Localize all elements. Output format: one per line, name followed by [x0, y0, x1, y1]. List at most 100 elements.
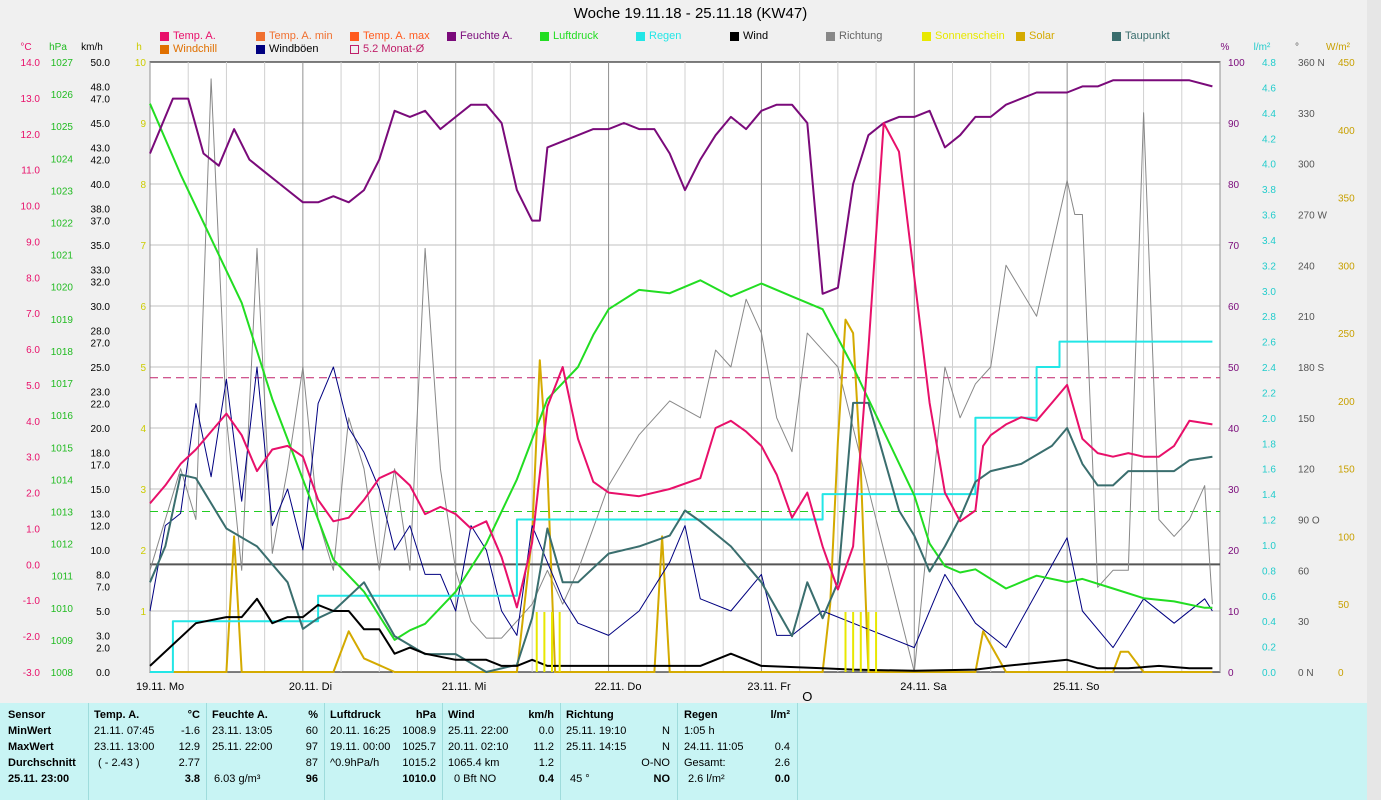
- unit-label: h: [136, 42, 142, 53]
- tick-kmh: 50.0: [91, 58, 111, 69]
- vertical-scrollbar[interactable]: [1367, 0, 1381, 800]
- tick-pct: 30: [1228, 485, 1240, 496]
- temp-header: Temp. A.: [94, 709, 140, 721]
- label-now: 25.11. 23:00: [8, 773, 70, 785]
- legend-label: Windchill: [173, 43, 218, 55]
- tick-wm2: 400: [1338, 126, 1355, 137]
- legend-swatch: [922, 31, 931, 41]
- luft-min-time: 20.11. 16:25: [330, 725, 391, 737]
- x-tick-label: 22.11. Do: [595, 681, 642, 693]
- legend-swatch: [447, 31, 456, 41]
- tick-temp: 6.0: [26, 345, 40, 356]
- tick-pct: 100: [1228, 58, 1245, 69]
- unit-label: %: [1221, 42, 1230, 53]
- label-sensor: Sensor: [8, 709, 46, 721]
- tick-kmh: 47.0: [91, 95, 111, 106]
- legend-item-taupunkt: Taupunkt: [1112, 30, 1170, 42]
- feuchte-max-time: 25.11. 22:00: [212, 741, 273, 753]
- series-temp: [149, 122, 1213, 609]
- feuchte-now-extra: 6.03 g/m³: [214, 773, 261, 785]
- wind-max-time: 20.11. 02:10: [448, 741, 509, 753]
- legend-item-temp: Temp. A.: [160, 30, 216, 42]
- label-max: MaxWert: [8, 741, 54, 753]
- series-solar: [150, 318, 1213, 673]
- tick-wm2: 250: [1338, 329, 1355, 340]
- col-wind: Wind km/h 25.11. 22:00 0.0 20.11. 02:10 11.…: [448, 709, 554, 789]
- tick-lm2: 1.8: [1262, 439, 1276, 450]
- tick-hpa: 1019: [51, 315, 74, 326]
- tick-pct: 20: [1228, 546, 1240, 557]
- series-feuchte: [149, 79, 1213, 295]
- tick-kmh: 42.0: [91, 156, 111, 167]
- tick-pct: 90: [1228, 119, 1240, 130]
- feuchte-min-val: 60: [305, 725, 318, 737]
- luft-unit: hPa: [415, 709, 436, 721]
- feuchte-avg-val: 87: [305, 757, 318, 769]
- tick-temp: -3.0: [23, 668, 41, 679]
- tick-wm2: 350: [1338, 194, 1355, 205]
- regen-row2-time: 24.11. 11:05: [684, 741, 744, 753]
- tick-pct: 10: [1228, 607, 1240, 618]
- series-windboeen: [149, 366, 1213, 649]
- tick-hpa: 1010: [51, 604, 74, 615]
- x-tick-label: 20.11. Di: [289, 681, 332, 693]
- tick-kmh: 18.0: [91, 448, 111, 459]
- tick-kmh: 48.0: [91, 82, 111, 93]
- luft-now-val: 1010.0: [402, 773, 436, 785]
- series-richtung: [149, 78, 1213, 673]
- regen-header: Regen: [684, 709, 718, 721]
- tick-hpa: 1009: [51, 636, 74, 647]
- tick-hpa: 1020: [51, 283, 74, 294]
- tick-temp: 5.0: [26, 381, 40, 392]
- tick-temp: 12.0: [21, 130, 41, 141]
- tick-kmh: 38.0: [91, 204, 111, 215]
- legend-swatch: [540, 31, 549, 41]
- tick-lm2: 2.6: [1262, 338, 1276, 349]
- temp-unit: °C: [187, 709, 200, 721]
- wind-now-val: 0.4: [538, 773, 554, 785]
- tick-hpa: 1017: [51, 379, 74, 390]
- tick-temp: 1.0: [26, 524, 40, 535]
- wind-avg-extra: 1065.4 km: [448, 757, 500, 769]
- richtung-header: Richtung: [566, 709, 614, 721]
- tick-hpa: 1022: [51, 219, 74, 230]
- luft-header: Luftdruck: [330, 709, 381, 721]
- tick-deg: 60: [1298, 566, 1310, 577]
- tick-kmh: 40.0: [91, 180, 111, 191]
- col-feuchte: Feuchte A.% 23.11. 13:05 60 25.11. 22:00 9…: [212, 709, 318, 789]
- tick-temp: 3.0: [26, 453, 40, 464]
- tick-lm2: 1.2: [1262, 516, 1276, 527]
- tick-kmh: 43.0: [91, 143, 111, 154]
- tick-lm2: 2.4: [1262, 363, 1276, 374]
- weather-chart: 14.013.012.011.010.09.08.07.06.05.04.03.…: [20, 42, 1355, 702]
- tick-kmh: 32.0: [91, 278, 111, 289]
- tick-kmh: 28.0: [91, 326, 111, 337]
- feuchte-max-val: 97: [305, 741, 318, 753]
- legend-item-sonne: Sonnenschein: [922, 30, 1005, 42]
- temp-avg-val: 2.77: [178, 757, 200, 769]
- temp-max-time: 23.11. 13:00: [94, 741, 155, 753]
- col-regen: Regen l/m² 1:05 h 24.11. 11:05 0.4 Gesamt:…: [684, 709, 790, 789]
- tick-kmh: 12.0: [91, 522, 111, 533]
- unit-label: hPa: [49, 42, 67, 53]
- tick-lm2: 0.8: [1262, 566, 1276, 577]
- tick-kmh: 13.0: [91, 509, 111, 520]
- unit-label: °C: [20, 42, 31, 53]
- tick-h: 7: [140, 241, 146, 252]
- tick-temp: 14.0: [21, 58, 41, 69]
- tick-hpa: 1014: [51, 475, 74, 486]
- tick-wm2: 0: [1338, 668, 1344, 679]
- unit-label: °: [1295, 42, 1299, 53]
- unit-label: l/m²: [1254, 42, 1271, 53]
- chart-title: Woche 19.11.18 - 25.11.18 (KW47): [573, 5, 808, 22]
- tick-temp: 2.0: [26, 489, 40, 500]
- tick-deg: 120: [1298, 465, 1315, 476]
- richtung-min-val: N: [662, 725, 670, 737]
- legend-item-luftdruck: Luftdruck: [540, 30, 598, 42]
- tick-h: 5: [140, 363, 146, 374]
- legend-label: Sonnenschein: [935, 30, 1005, 42]
- tick-hpa: 1024: [51, 154, 74, 165]
- wind-header: Wind: [448, 709, 475, 721]
- tick-h: 3: [140, 485, 146, 496]
- label-min: MinWert: [8, 725, 52, 737]
